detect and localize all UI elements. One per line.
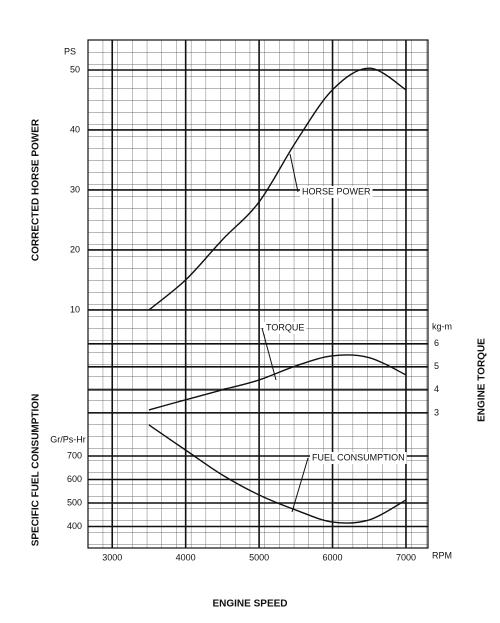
y3-unit: Gr/Ps-Hr — [50, 434, 86, 444]
x-tick-label: 6000 — [323, 552, 343, 562]
y-tick-label: 10 — [70, 304, 80, 314]
y3-tick-label: 700 — [67, 450, 82, 460]
y2-tick-label: 6 — [434, 338, 439, 348]
x-axis-title: ENGINE SPEED — [212, 599, 287, 610]
series-label: HORSE POWER — [302, 186, 371, 196]
x-tick-label: 7000 — [396, 552, 416, 562]
leader-line — [291, 457, 309, 513]
y3-tick-label: 500 — [67, 497, 82, 507]
label-bg — [300, 186, 373, 198]
y2-tick-label: 4 — [434, 384, 439, 394]
y-tick-label: 50 — [70, 64, 80, 74]
y-unit: PS — [64, 46, 76, 56]
series-label: TORQUE — [266, 322, 304, 332]
plot-area — [87, 39, 429, 549]
y3-tick-label: 600 — [67, 474, 82, 484]
y-tick-label: 40 — [70, 124, 80, 134]
y2-tick-label: 5 — [434, 361, 439, 371]
y2-unit: kg-m — [432, 321, 452, 331]
x-tick-label: 5000 — [249, 552, 269, 562]
label-bg — [310, 452, 407, 464]
y2-axis-title: ENGINE TORQUE — [477, 338, 488, 422]
leader-line — [261, 327, 277, 381]
x-tick-label: 3000 — [102, 552, 122, 562]
x-tick-label: 4000 — [176, 552, 196, 562]
y-tick-label: 20 — [70, 244, 80, 254]
y2-tick-label: 3 — [434, 407, 439, 417]
label-bg — [264, 322, 307, 334]
y-tick-label: 30 — [70, 184, 80, 194]
curve — [148, 67, 407, 311]
y-axis-title: CORRECTED HORSE POWER — [31, 118, 42, 261]
y3-axis-title: SPECIFIC FUEL CONSUMPTION — [31, 394, 42, 547]
x-unit: RPM — [432, 550, 452, 560]
leader-line — [289, 153, 299, 193]
y3-tick-label: 400 — [67, 521, 82, 531]
curve — [148, 424, 407, 524]
series-label: FUEL CONSUMPTION — [312, 452, 405, 462]
curve — [148, 354, 407, 411]
